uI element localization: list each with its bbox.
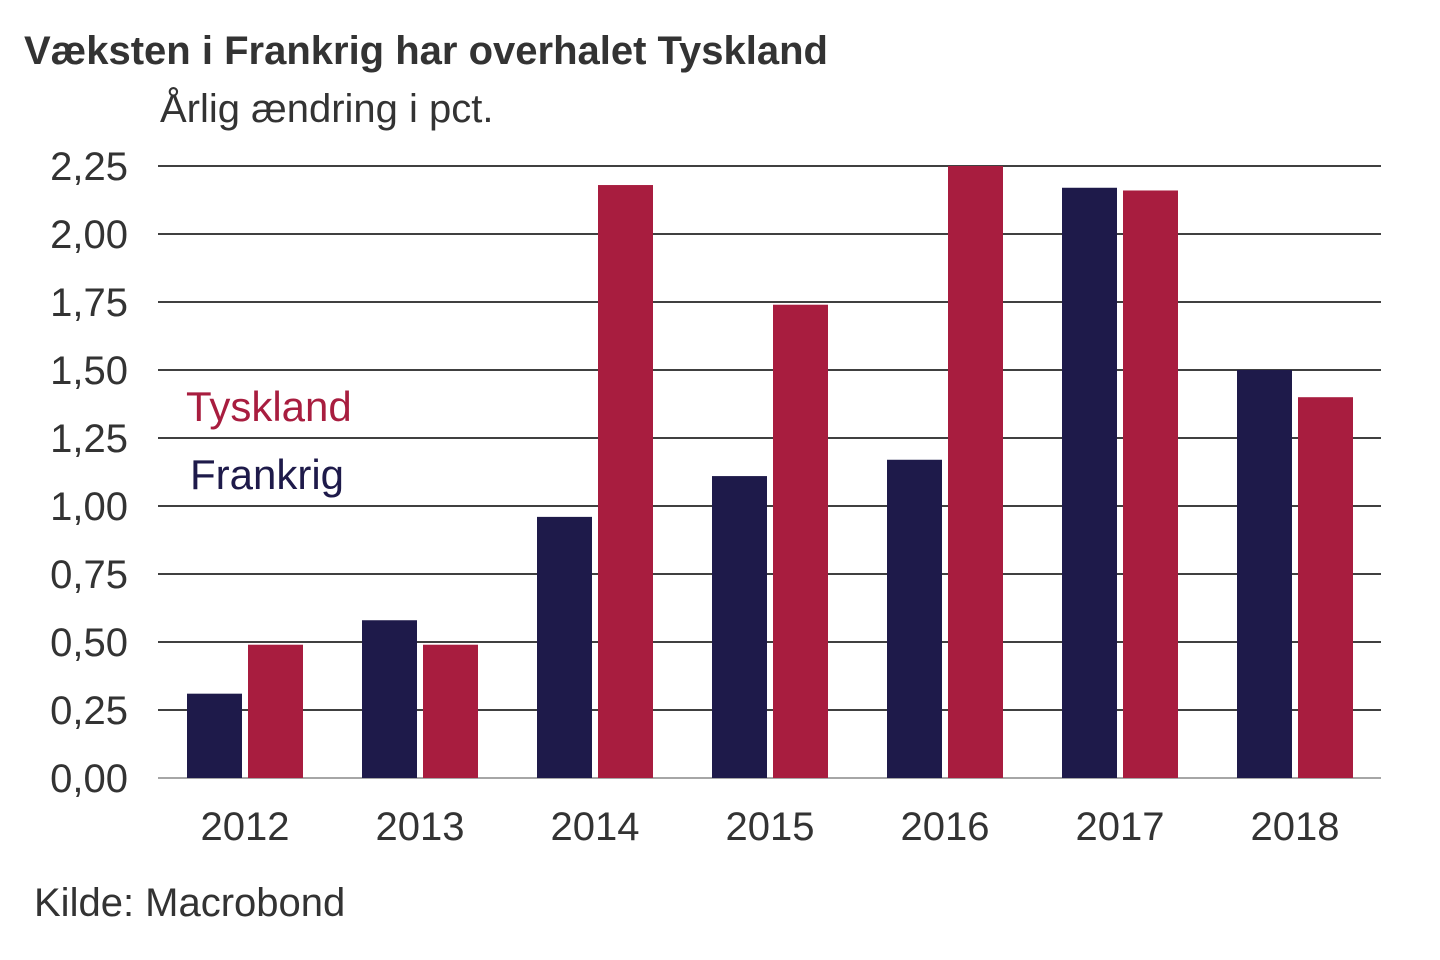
bar-frankrig-2014: [537, 516, 592, 778]
x-tick-label: 2016: [901, 805, 990, 849]
bar-frankrig-2016: [887, 459, 942, 778]
x-tick-label: 2017: [1076, 805, 1165, 849]
y-tick-label: 0,00: [50, 757, 128, 801]
chart-subtitle: Årlig ændring i pct.: [160, 86, 493, 131]
x-tick-label: 2013: [376, 805, 465, 849]
bar-tyskland-2012: [248, 644, 303, 778]
bar-tyskland-2018: [1298, 397, 1353, 778]
y-tick-label: 1,00: [50, 485, 128, 529]
bar-frankrig-2018: [1237, 370, 1292, 778]
bar-frankrig-2012: [187, 693, 242, 778]
x-tick-label: 2015: [726, 805, 815, 849]
y-tick-label: 2,00: [50, 213, 128, 257]
bar-tyskland-2015: [773, 304, 828, 778]
bar-frankrig-2015: [712, 476, 767, 778]
bar-tyskland-2016: [948, 166, 1003, 778]
y-tick-label: 2,25: [50, 145, 128, 189]
source-note: Kilde: Macrobond: [34, 881, 345, 925]
chart-title: Væksten i Frankrig har overhalet Tysklan…: [24, 29, 828, 73]
y-tick-label: 0,25: [50, 689, 128, 733]
bar-tyskland-2013: [423, 644, 478, 778]
y-tick-label: 1,75: [50, 281, 128, 325]
x-tick-label: 2014: [551, 805, 640, 849]
legend-tyskland: Tyskland: [186, 383, 352, 430]
y-tick-label: 0,50: [50, 621, 128, 665]
x-tick-label: 2012: [201, 805, 290, 849]
bar-frankrig-2013: [362, 620, 417, 778]
legend-frankrig: Frankrig: [190, 451, 344, 498]
y-tick-label: 1,50: [50, 349, 128, 393]
bar-tyskland-2014: [598, 185, 653, 779]
y-tick-label: 0,75: [50, 553, 128, 597]
x-tick-label: 2018: [1251, 805, 1340, 849]
bar-frankrig-2017: [1062, 187, 1117, 778]
bar-tyskland-2017: [1123, 190, 1178, 779]
y-tick-label: 1,25: [50, 417, 128, 461]
